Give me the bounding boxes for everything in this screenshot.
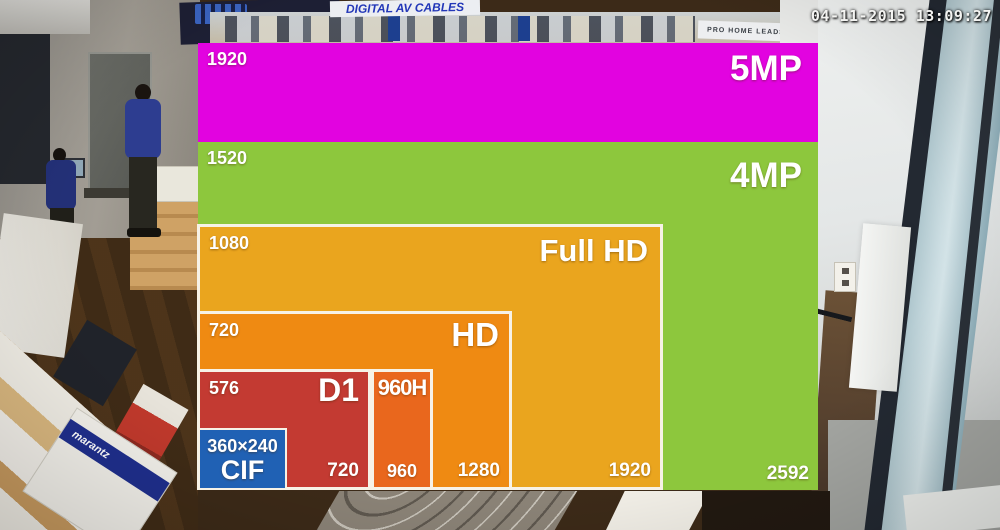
resolution-name: 5MP [730, 49, 802, 88]
display-kiosk [0, 34, 50, 184]
resolution-name: D1 [318, 372, 359, 408]
width-label: 2592 [766, 463, 809, 484]
power-outlet [834, 262, 856, 292]
person-silhouette [120, 84, 166, 240]
width-label: 1920 [608, 460, 651, 481]
person-torso [46, 160, 76, 210]
size-label: 360×240 [207, 435, 278, 456]
resolution-name: 4MP [730, 156, 802, 195]
width-label: 960 [386, 461, 418, 481]
ceiling [0, 0, 90, 34]
door-shadow [84, 188, 158, 198]
width-label: 720 [327, 460, 359, 481]
timestamp-overlay: 04-11-2015 13:09:27 [810, 7, 992, 25]
person-legs [129, 157, 157, 229]
person-torso [125, 99, 161, 159]
person-head [135, 84, 151, 101]
lines-label: 720 [209, 320, 240, 340]
person-head [53, 148, 66, 162]
resolution-name: 960H [377, 375, 428, 400]
lines-label: 1920 [207, 49, 248, 69]
shelf-products [225, 16, 695, 42]
floor-shadow [702, 491, 830, 530]
resolution-box-5mp: 1920 5MP [198, 43, 818, 142]
lines-label: 1520 [207, 148, 248, 168]
resolution-box-960h: 960H 960 [371, 369, 433, 490]
shelf-tag [388, 14, 400, 41]
resolution-name: CIF [220, 454, 265, 485]
lines-label: 576 [209, 378, 240, 398]
resolution-name: HD [451, 316, 499, 353]
shelf-tag [518, 16, 530, 41]
resolution-name: Full HD [539, 233, 649, 268]
resolution-box-cif: 360×240 CIF [198, 428, 287, 490]
lines-label: 1080 [209, 233, 250, 253]
width-label: 1280 [457, 460, 500, 481]
person-shoes [127, 228, 161, 237]
